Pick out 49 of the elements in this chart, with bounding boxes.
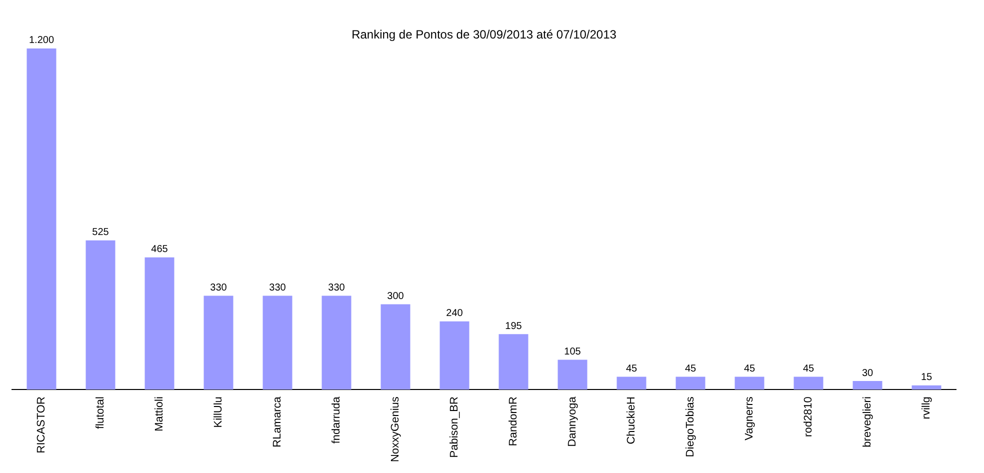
data-label: 105: [564, 346, 582, 358]
x-tick-label: RICASTOR: [36, 396, 48, 454]
data-label: 330: [269, 282, 286, 294]
bar: [144, 257, 174, 390]
x-tick-label: rvillg: [920, 396, 933, 420]
bar: [794, 376, 824, 390]
bar: [380, 304, 410, 390]
x-tick-label: flutotal: [94, 396, 107, 430]
data-label: 15: [920, 372, 932, 384]
data-label: 465: [151, 244, 168, 256]
data-label: 330: [328, 282, 346, 294]
x-tick-label: breveglieri: [862, 396, 874, 448]
data-label: 240: [446, 308, 464, 320]
bar: [322, 296, 352, 390]
bar: [616, 376, 646, 390]
x-tick-label: RLamarca: [272, 396, 284, 448]
bar: [912, 385, 942, 390]
bar: [676, 376, 706, 390]
bar: [852, 381, 882, 390]
chart-title: Ranking de Pontos de 30/09/2013 até 07/10/2013: [352, 28, 617, 42]
x-tick-label: Dannyoga: [566, 396, 579, 447]
bar: [204, 296, 234, 390]
bar: [86, 240, 116, 390]
x-tick-label: fndarruda: [330, 396, 343, 444]
x-tick-label: Pabison_BR: [448, 396, 461, 458]
x-tick-label: rod2810: [802, 396, 815, 437]
bar: [558, 360, 588, 390]
data-label: 1.200: [28, 35, 54, 46]
x-tick-label: Vagnerrs: [744, 396, 756, 440]
data-label: 300: [387, 291, 404, 302]
bar: [440, 321, 470, 390]
x-tick-label: KillUlu: [212, 396, 225, 428]
x-tick-label: RandomR: [508, 396, 520, 446]
x-tick-label: Mattioli: [154, 396, 166, 432]
bar: [262, 296, 292, 390]
data-label: 45: [802, 364, 814, 375]
data-label: 330: [210, 282, 228, 294]
bar: [26, 48, 56, 390]
data-label: 525: [92, 227, 110, 238]
data-label: 45: [684, 364, 696, 375]
x-tick-label: NoxxyGenius: [390, 396, 402, 462]
data-label: 45: [626, 364, 638, 375]
data-label: 30: [862, 368, 874, 379]
x-tick-label: DiegoTobias: [684, 396, 697, 458]
x-tick-label: ChuckieH: [626, 396, 638, 444]
data-label: 195: [505, 320, 522, 332]
bar: [734, 376, 764, 390]
data-label: 45: [744, 364, 756, 375]
bar: [498, 334, 528, 390]
